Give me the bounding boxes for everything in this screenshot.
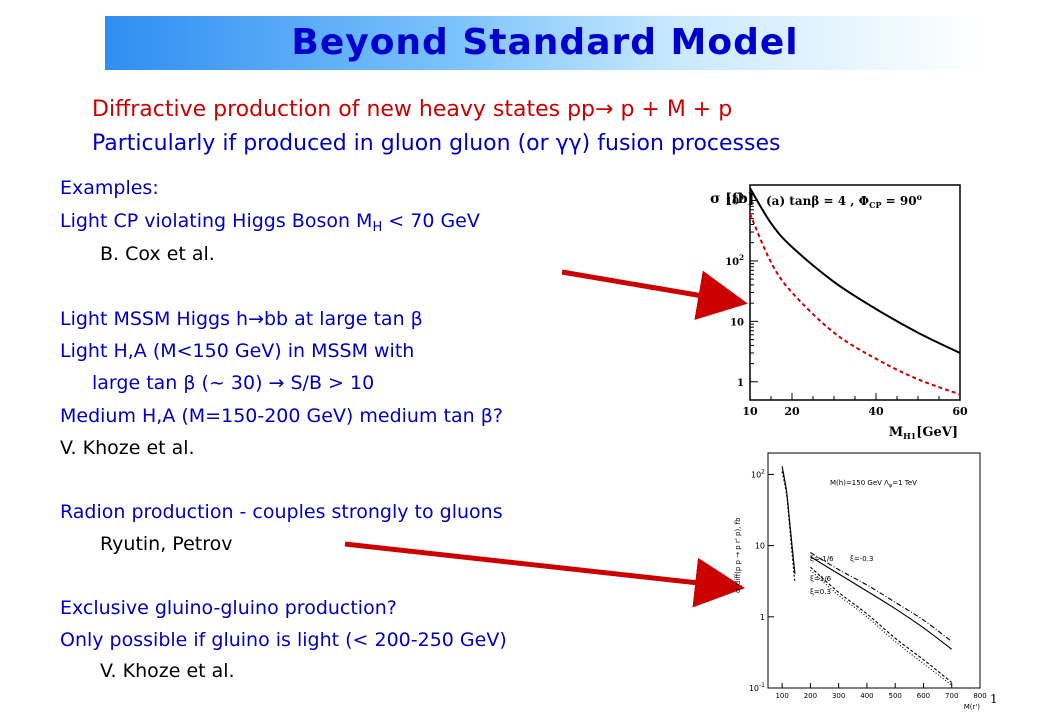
arrow-to-bottom-chart [344, 541, 745, 608]
legend-entry: ξ=1/6 [810, 575, 832, 583]
arrow-to-top-chart [561, 269, 748, 320]
x-tick-label: 400 [860, 692, 873, 700]
example-gluino-cond: Only possible if gluino is light (< 200-… [60, 629, 507, 651]
x-tick-label: 100 [775, 692, 788, 700]
intro-line-2: Particularly if produced in gluon gluon … [92, 131, 781, 156]
x-tick-label: 700 [945, 692, 958, 700]
x-tick-label: 200 [804, 692, 817, 700]
example-gluino: Exclusive gluino-gluino production? [60, 597, 397, 619]
y-tick-label: 103 [725, 192, 744, 207]
x-tick-label: 20 [784, 405, 800, 418]
chart-annotation: M(h)=150 GeV Λφ=1 TeV [830, 479, 917, 489]
x-tick-label: 500 [889, 692, 902, 700]
plot-frame [767, 452, 981, 689]
y-axis-label: σ [fb] [710, 191, 754, 207]
x-tick-label: 60 [952, 405, 968, 418]
example-ha-light: Light H,A (M<150 GeV) in MSSM with [60, 340, 415, 362]
x-axis-label: MH1[GeV] [889, 425, 958, 440]
intro-line-1-text: Diffractive production of new heavy stat… [92, 97, 596, 122]
slide-title: Beyond Standard Model [291, 22, 799, 63]
example-cox-ref: B. Cox et al. [100, 243, 215, 265]
y-tick-label: 10 [730, 317, 744, 328]
y-tick-label: 10-1 [749, 682, 765, 693]
y-tick-label: 102 [725, 253, 744, 268]
series-line-1 [810, 556, 953, 650]
series-line-4 [810, 569, 953, 686]
series-line-1 [749, 187, 961, 354]
y-tick-label: 102 [751, 468, 765, 479]
page-number: 1 [990, 692, 998, 706]
y-tick-label: 1 [760, 613, 765, 622]
example-ryutin-ref: Ryutin, Petrov [100, 533, 233, 555]
series-line-2 [810, 552, 953, 642]
x-tick-label: 10 [742, 405, 758, 418]
example-higgs-cp: Light CP violating Higgs Boson MH < 70 G… [60, 210, 480, 235]
example-mssm-hbb: Light MSSM Higgs h→bb at large tan β [60, 308, 423, 330]
chart-title: (a) tanβ = 4 , ΦCP = 90o [766, 192, 923, 210]
legend-entry: ξ=-0.3 [850, 555, 873, 563]
example-ha-medium: Medium H,A (M=150-200 GeV) medium tan β? [60, 405, 503, 427]
legend-entry: ξ=-1/6 [810, 555, 834, 563]
legend-entry: ξ=0.3 [810, 588, 831, 596]
x-tick-label: 40 [868, 405, 884, 418]
series-line-2 [749, 213, 961, 396]
example-higgs-cp-text: Light CP violating Higgs Boson M [60, 210, 373, 232]
x-tick-label: 300 [832, 692, 845, 700]
y-tick-label: 10 [755, 542, 765, 551]
arrow-icon: → [595, 97, 614, 122]
example-radion: Radion production - couples strongly to … [60, 501, 503, 523]
higgs-cross-section-chart: (a) tanβ = 4 , ΦCP = 90o σ [fb] 10 20 40 60 1 1… [710, 184, 968, 440]
example-khoze-ref-2: V. Khoze et al. [100, 660, 235, 682]
y-tick-label: 1 [737, 378, 744, 389]
radion-cross-section-chart: M(h)=150 GeV Λφ=1 TeV σ_diff(p p → p r' p… [734, 452, 987, 711]
series-line-steep-1 [781, 466, 796, 574]
examples-heading: Examples: [60, 177, 159, 199]
example-higgs-cp-sub: H [372, 220, 383, 235]
series-line-steep-2 [781, 471, 796, 583]
intro-line-1-suffix: p + M + p [613, 97, 733, 122]
example-higgs-cp-tail: < 70 GeV [382, 210, 480, 232]
y-axis-label: σ_diff(p p → p r' p), fb [734, 517, 742, 593]
x-tick-label: 600 [917, 692, 930, 700]
example-khoze-ref-1: V. Khoze et al. [60, 437, 195, 459]
title-banner [105, 16, 985, 70]
plot-frame [749, 184, 961, 401]
x-axis-label: M(r') [964, 703, 981, 711]
x-tick-label: 800 [973, 692, 986, 700]
series-line-3 [810, 566, 953, 683]
intro-line-1: Diffractive production of new heavy stat… [92, 97, 732, 122]
example-ha-light-cont: large tan β (~ 30) → S/B > 10 [92, 372, 375, 394]
